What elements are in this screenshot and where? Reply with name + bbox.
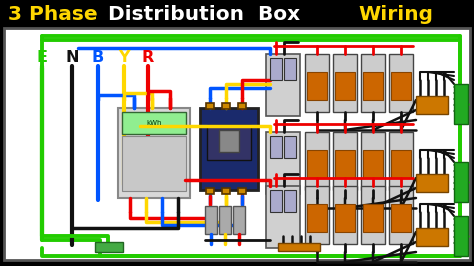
Bar [361, 186, 385, 244]
Bar [266, 132, 300, 194]
Bar [118, 108, 190, 198]
Bar [389, 132, 413, 190]
Bar [454, 162, 468, 202]
Bar [122, 112, 186, 134]
Text: 3 Phase: 3 Phase [8, 5, 98, 23]
Bar [219, 206, 231, 234]
Bar [207, 125, 251, 160]
Bar [333, 54, 357, 112]
Bar [391, 72, 411, 100]
Bar [307, 150, 327, 178]
Bar [333, 132, 357, 190]
Bar [361, 132, 385, 190]
Bar [222, 103, 230, 109]
Bar [270, 190, 282, 212]
Bar [200, 108, 258, 190]
Text: Y: Y [118, 51, 130, 65]
Text: E: E [36, 51, 47, 65]
Bar [206, 188, 214, 194]
Bar [266, 186, 300, 248]
Text: R: R [142, 51, 154, 65]
Bar [391, 204, 411, 232]
Bar [278, 243, 320, 251]
Text: kWh: kWh [146, 120, 162, 126]
Bar [284, 58, 296, 80]
Bar [4, 28, 470, 260]
Bar [363, 204, 383, 232]
Bar [122, 136, 186, 191]
Bar [270, 58, 282, 80]
Bar [363, 150, 383, 178]
Bar [270, 136, 282, 158]
Bar [333, 186, 357, 244]
Bar [222, 188, 230, 194]
Bar [307, 204, 327, 232]
Text: Distribution  Box: Distribution Box [108, 5, 300, 23]
Text: B: B [92, 51, 104, 65]
Bar [305, 186, 329, 244]
Bar [205, 206, 217, 234]
Bar [307, 72, 327, 100]
Bar [335, 204, 355, 232]
Bar [95, 242, 123, 252]
Bar [284, 136, 296, 158]
Bar [389, 54, 413, 112]
Text: N: N [65, 51, 79, 65]
Bar [416, 174, 448, 192]
Bar [363, 72, 383, 100]
Bar [238, 103, 246, 109]
Text: Wiring: Wiring [358, 5, 433, 23]
Bar [238, 188, 246, 194]
Bar [305, 132, 329, 190]
Bar [233, 206, 245, 234]
Bar [389, 186, 413, 244]
Bar [266, 54, 300, 116]
Bar [219, 130, 239, 152]
Bar [284, 190, 296, 212]
Bar [305, 54, 329, 112]
Bar [335, 72, 355, 100]
Bar [416, 228, 448, 246]
Bar [454, 84, 468, 124]
Bar [391, 150, 411, 178]
Bar [454, 216, 468, 256]
Bar [206, 103, 214, 109]
Bar [335, 150, 355, 178]
Bar [361, 54, 385, 112]
Bar [416, 96, 448, 114]
